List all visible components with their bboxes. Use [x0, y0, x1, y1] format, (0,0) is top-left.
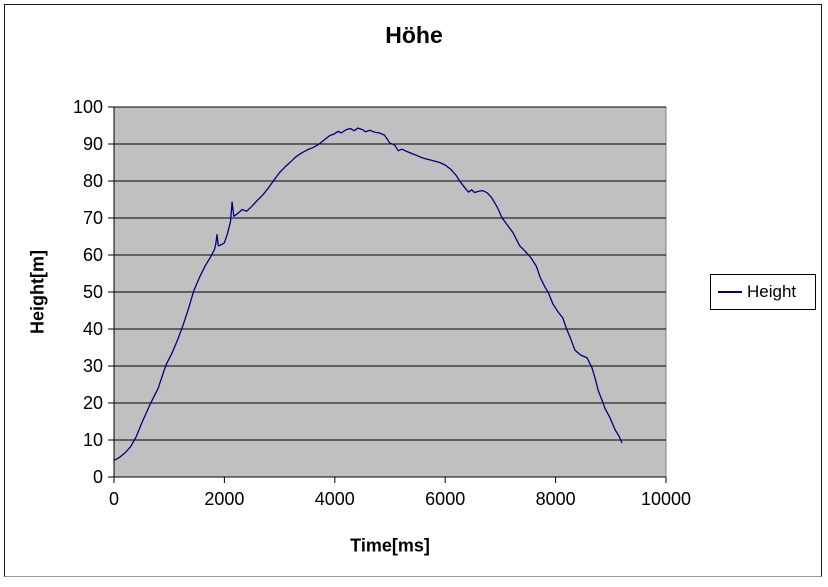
y-tick-label: 20	[83, 393, 103, 413]
y-tick-label: 40	[83, 319, 103, 339]
y-tick-label: 70	[83, 208, 103, 228]
x-axis-title: Time[ms]	[350, 535, 430, 556]
x-tick-label: 4000	[315, 489, 355, 509]
legend-line-sample	[718, 291, 742, 293]
y-tick-label: 80	[83, 171, 103, 191]
y-tick-label: 60	[83, 245, 103, 265]
legend-label: Height	[747, 282, 797, 301]
x-tick-label: 2000	[204, 489, 244, 509]
y-tick-label: 30	[83, 356, 103, 376]
x-tick-label: 6000	[425, 489, 465, 509]
x-tick-label: 0	[109, 489, 119, 509]
y-tick-label: 0	[93, 467, 103, 487]
x-tick-label: 8000	[536, 489, 576, 509]
legend: Height	[710, 274, 816, 310]
chart-title: Höhe	[385, 22, 443, 48]
y-tick-label: 90	[83, 134, 103, 154]
y-tick-label: 50	[83, 282, 103, 302]
x-tick-label: 10000	[641, 489, 691, 509]
series-line	[113, 127, 623, 462]
y-tick-label: 10	[83, 430, 103, 450]
y-tick-label: 100	[73, 97, 103, 117]
